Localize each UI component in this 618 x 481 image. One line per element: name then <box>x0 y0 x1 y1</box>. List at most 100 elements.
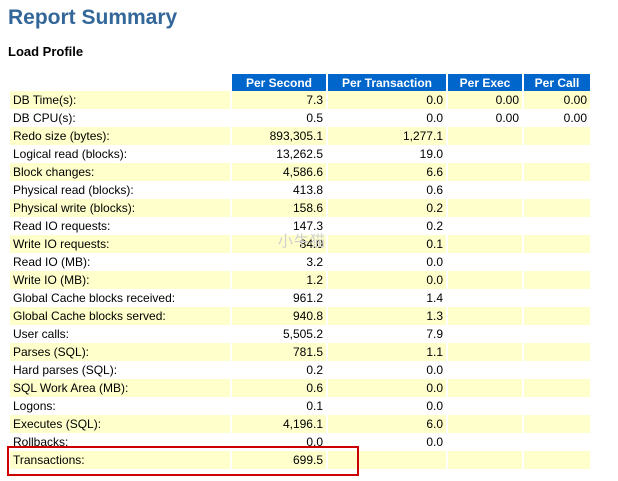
cell-per-second: 3.2 <box>232 253 326 271</box>
table-row: Physical read (blocks): 413.8 0.6 <box>10 181 590 199</box>
cell-per-second: 0.1 <box>232 397 326 415</box>
cell-per-exec <box>448 397 522 415</box>
cell-per-second: 781.5 <box>232 343 326 361</box>
cell-per-txn <box>328 451 446 469</box>
header-per-exec[interactable]: Per Exec <box>448 74 522 91</box>
cell-per-second: 699.5 <box>232 451 326 469</box>
cell-per-exec <box>448 451 522 469</box>
row-label: Global Cache blocks received: <box>10 289 230 307</box>
cell-per-txn: 1,277.1 <box>328 127 446 145</box>
table-row: DB CPU(s): 0.5 0.0 0.00 0.00 <box>10 109 590 127</box>
cell-per-exec <box>448 307 522 325</box>
cell-per-second: 893,305.1 <box>232 127 326 145</box>
cell-per-exec <box>448 325 522 343</box>
table-row: Redo size (bytes): 893,305.1 1,277.1 <box>10 127 590 145</box>
row-label: Global Cache blocks served: <box>10 307 230 325</box>
row-label: Parses (SQL): <box>10 343 230 361</box>
row-label: SQL Work Area (MB): <box>10 379 230 397</box>
cell-per-exec <box>448 163 522 181</box>
cell-per-txn: 0.0 <box>328 91 446 109</box>
cell-per-call: 0.00 <box>524 91 590 109</box>
row-label: Block changes: <box>10 163 230 181</box>
cell-per-exec <box>448 289 522 307</box>
row-label: Logical read (blocks): <box>10 145 230 163</box>
cell-per-exec <box>448 433 522 451</box>
cell-per-second: 5,505.2 <box>232 325 326 343</box>
cell-per-call <box>524 181 590 199</box>
cell-per-second: 413.8 <box>232 181 326 199</box>
cell-per-call <box>524 325 590 343</box>
header-per-transaction[interactable]: Per Transaction <box>328 74 446 91</box>
cell-per-call <box>524 397 590 415</box>
table-row: Read IO (MB): 3.2 0.0 <box>10 253 590 271</box>
cell-per-call <box>524 451 590 469</box>
cell-per-exec <box>448 415 522 433</box>
header-per-second[interactable]: Per Second <box>232 74 326 91</box>
cell-per-call <box>524 127 590 145</box>
row-label: DB Time(s): <box>10 91 230 109</box>
cell-per-exec <box>448 217 522 235</box>
table-row: Block changes: 4,586.6 6.6 <box>10 163 590 181</box>
cell-per-exec <box>448 127 522 145</box>
cell-per-call <box>524 361 590 379</box>
cell-per-call <box>524 415 590 433</box>
row-label: Rollbacks: <box>10 433 230 451</box>
row-label: User calls: <box>10 325 230 343</box>
cell-per-exec: 0.00 <box>448 109 522 127</box>
cell-per-txn: 0.0 <box>328 379 446 397</box>
cell-per-second: 4,586.6 <box>232 163 326 181</box>
cell-per-exec <box>448 343 522 361</box>
cell-per-call <box>524 199 590 217</box>
cell-per-txn: 0.0 <box>328 109 446 127</box>
cell-per-txn: 1.3 <box>328 307 446 325</box>
cell-per-second: 147.3 <box>232 217 326 235</box>
table-row: Physical write (blocks): 158.6 0.2 <box>10 199 590 217</box>
table-row: Rollbacks: 0.0 0.0 <box>10 433 590 451</box>
table-row: Parses (SQL): 781.5 1.1 <box>10 343 590 361</box>
header-per-call[interactable]: Per Call <box>524 74 590 91</box>
row-label: Hard parses (SQL): <box>10 361 230 379</box>
row-label: Read IO requests: <box>10 217 230 235</box>
cell-per-call <box>524 379 590 397</box>
cell-per-second: 13,262.5 <box>232 145 326 163</box>
section-heading: Load Profile <box>8 44 84 59</box>
cell-per-second: 961.2 <box>232 289 326 307</box>
cell-per-exec <box>448 271 522 289</box>
cell-per-exec <box>448 379 522 397</box>
cell-per-txn: 0.6 <box>328 181 446 199</box>
cell-per-call <box>524 235 590 253</box>
cell-per-call <box>524 217 590 235</box>
cell-per-call: 0.00 <box>524 109 590 127</box>
cell-per-txn: 0.0 <box>328 397 446 415</box>
cell-per-second: 940.8 <box>232 307 326 325</box>
table-row: Write IO (MB): 1.2 0.0 <box>10 271 590 289</box>
cell-per-txn: 0.0 <box>328 433 446 451</box>
cell-per-exec: 0.00 <box>448 91 522 109</box>
report-title: Report Summary <box>8 6 178 29</box>
table-row: Write IO requests: 84.0 0.1 <box>10 235 590 253</box>
cell-per-txn: 0.0 <box>328 271 446 289</box>
table-header-row: Per Second Per Transaction Per Exec Per … <box>10 74 590 91</box>
table-row: Transactions: 699.5 <box>10 451 590 469</box>
cell-per-exec <box>448 181 522 199</box>
header-blank <box>10 74 230 91</box>
cell-per-exec <box>448 253 522 271</box>
row-label: Redo size (bytes): <box>10 127 230 145</box>
cell-per-txn: 6.6 <box>328 163 446 181</box>
table-row: DB Time(s): 7.3 0.0 0.00 0.00 <box>10 91 590 109</box>
cell-per-call <box>524 307 590 325</box>
row-label: DB CPU(s): <box>10 109 230 127</box>
table-row: SQL Work Area (MB): 0.6 0.0 <box>10 379 590 397</box>
cell-per-call <box>524 271 590 289</box>
cell-per-call <box>524 343 590 361</box>
cell-per-second: 7.3 <box>232 91 326 109</box>
table-row: Global Cache blocks received: 961.2 1.4 <box>10 289 590 307</box>
cell-per-call <box>524 253 590 271</box>
row-label: Physical write (blocks): <box>10 199 230 217</box>
cell-per-txn: 1.4 <box>328 289 446 307</box>
cell-per-txn: 7.9 <box>328 325 446 343</box>
load-profile-table: Per Second Per Transaction Per Exec Per … <box>8 74 592 469</box>
table-body: DB Time(s): 7.3 0.0 0.00 0.00 DB CPU(s): 0.5 0.… <box>10 91 590 469</box>
watermark: 小牛猫 <box>278 233 327 250</box>
row-label: Write IO (MB): <box>10 271 230 289</box>
